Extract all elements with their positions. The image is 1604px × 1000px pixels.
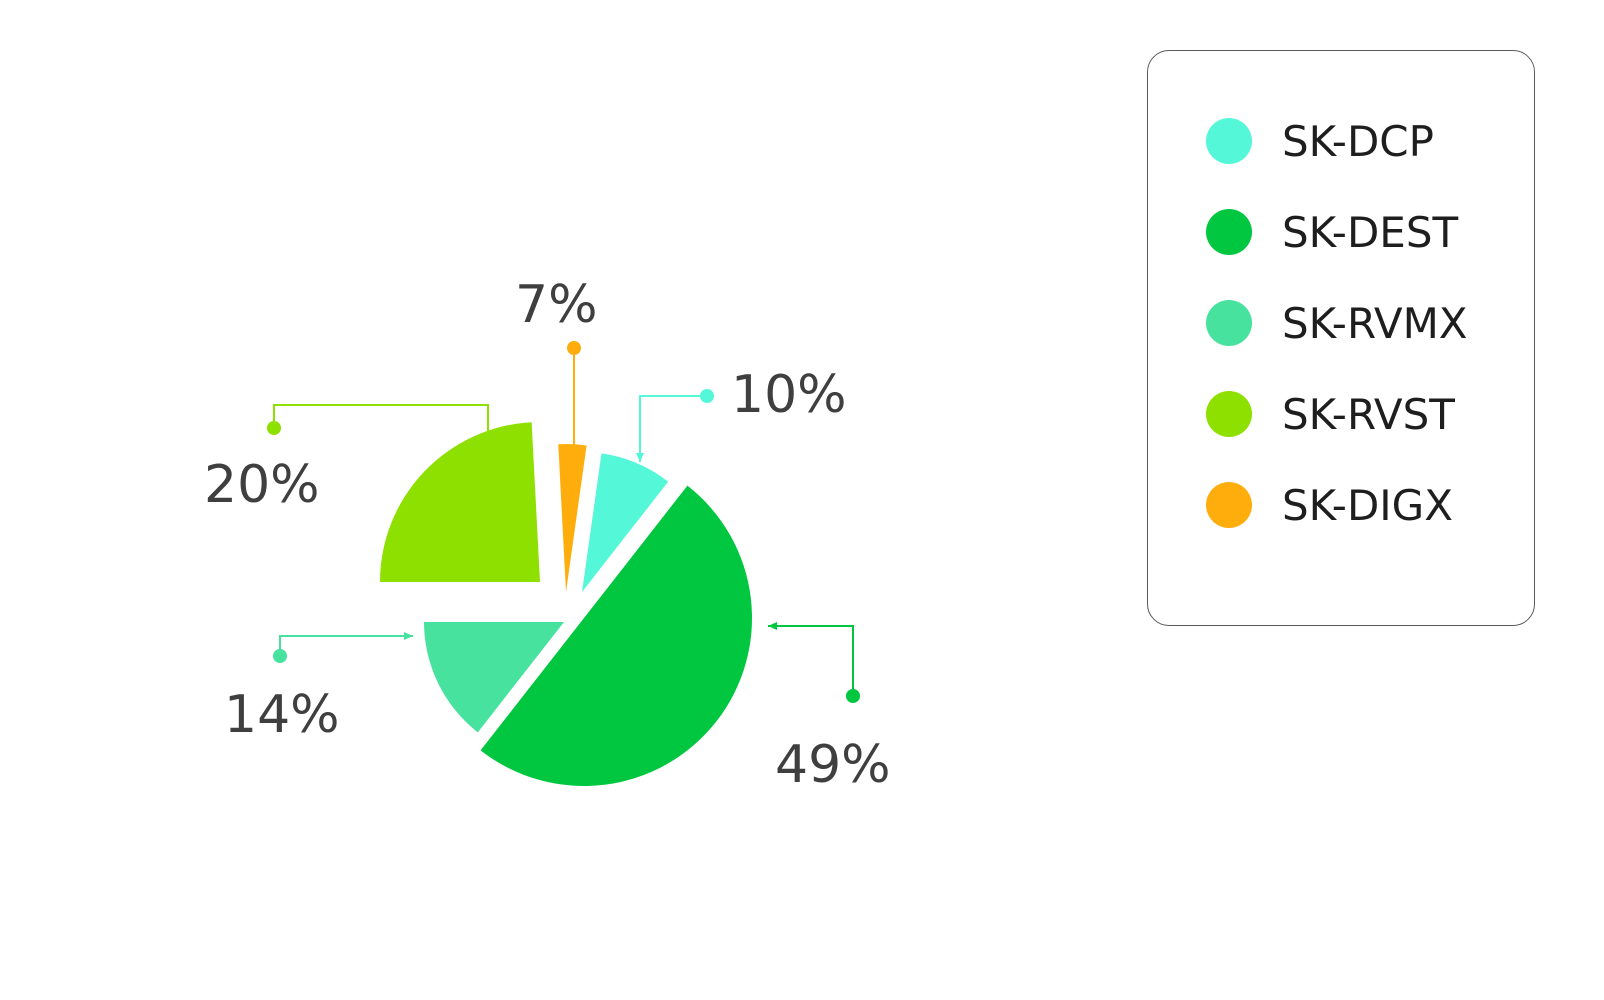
legend-label-sk-rvmx: SK-RVMX (1282, 298, 1468, 348)
legend-label-sk-dest: SK-DEST (1282, 207, 1459, 257)
slice-sk-rvst (380, 422, 540, 582)
legend-swatch-sk-rvmx (1206, 300, 1252, 346)
slice-sk-dest (480, 485, 752, 786)
leader-arrow-sk-rvmx (404, 632, 413, 640)
label-sk-rvst: 20% (204, 455, 320, 515)
legend-item-sk-dest: SK-DEST (1206, 207, 1459, 257)
legend-swatch-sk-dest (1206, 209, 1252, 255)
legend-item-sk-rvst: SK-RVST (1206, 389, 1455, 439)
legend-swatch-sk-rvst (1206, 391, 1252, 437)
label-sk-digx: 7% (515, 275, 598, 335)
pie-slices (380, 422, 752, 786)
legend-label-sk-digx: SK-DIGX (1282, 480, 1453, 530)
legend-swatch-sk-dcp (1206, 118, 1252, 164)
slice-sk-dcp (582, 453, 669, 592)
slice-sk-digx (558, 443, 587, 592)
legend-label-sk-rvst: SK-RVST (1282, 389, 1455, 439)
legend-item-sk-dcp: SK-DCP (1206, 116, 1434, 166)
percentage-labels: 10% 49% 14% 20% 7% (204, 275, 891, 795)
legend-item-sk-digx: SK-DIGX (1206, 480, 1453, 530)
slice-sk-rvmx (424, 622, 564, 733)
leader-arrow-sk-rvst (484, 437, 492, 446)
label-sk-rvmx: 14% (224, 685, 340, 745)
legend-label-sk-dcp: SK-DCP (1282, 116, 1434, 166)
leader-arrow-sk-dest (768, 622, 777, 630)
leader-line-sk-rvst (273, 404, 489, 446)
leader-line-sk-rvmx (279, 635, 413, 656)
leader-dot-sk-dest (846, 689, 860, 703)
leader-arrow-sk-digx (570, 459, 578, 468)
leader-dot-sk-digx (567, 341, 581, 355)
leader-arrow-sk-dcp (636, 453, 644, 462)
leader-line-sk-dest (768, 625, 854, 696)
legend: SK-DCP SK-DEST SK-RVMX SK-RVST SK-DIGX (1147, 50, 1535, 626)
label-sk-dcp: 10% (731, 365, 847, 425)
legend-item-sk-rvmx: SK-RVMX (1206, 298, 1468, 348)
leader-dot-sk-rvmx (273, 649, 287, 663)
leader-dot-sk-rvst (267, 421, 281, 435)
label-sk-dest: 49% (775, 735, 891, 795)
leader-line-sk-dcp (639, 395, 707, 462)
legend-swatch-sk-digx (1206, 482, 1252, 528)
leader-dot-sk-dcp (700, 389, 714, 403)
leader-lines (267, 341, 860, 703)
